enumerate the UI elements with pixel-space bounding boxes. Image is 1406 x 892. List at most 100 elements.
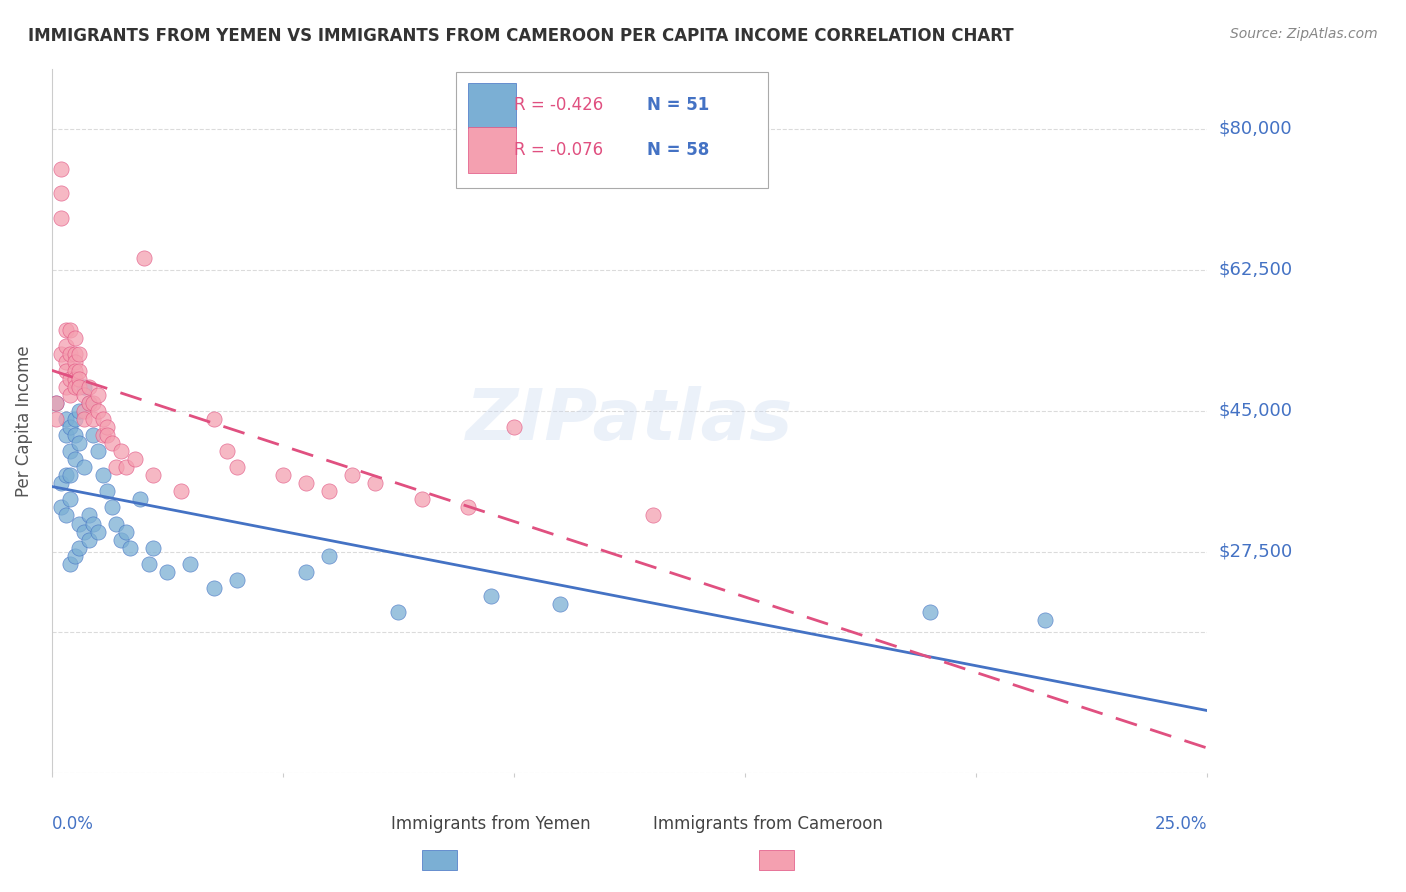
Point xyxy=(77,508,100,523)
Point xyxy=(77,379,100,393)
Point xyxy=(69,363,91,377)
Point xyxy=(55,468,77,483)
Point xyxy=(59,492,82,507)
Point xyxy=(124,452,146,467)
Point xyxy=(295,565,318,579)
Point xyxy=(411,492,433,507)
Point xyxy=(364,476,387,491)
Point xyxy=(87,404,110,418)
Text: N = 58: N = 58 xyxy=(647,141,709,159)
Text: Source: ZipAtlas.com: Source: ZipAtlas.com xyxy=(1230,27,1378,41)
Point xyxy=(69,541,91,555)
Point xyxy=(69,436,91,450)
Point xyxy=(170,484,193,499)
Point xyxy=(49,476,72,491)
Point xyxy=(63,363,86,377)
Point xyxy=(134,251,156,265)
Point xyxy=(82,412,104,426)
Point xyxy=(101,500,124,515)
Point xyxy=(55,412,77,426)
Point xyxy=(49,500,72,515)
Point xyxy=(59,557,82,571)
Point xyxy=(641,508,664,523)
Point xyxy=(69,379,91,393)
Point xyxy=(55,355,77,369)
Text: 25.0%: 25.0% xyxy=(1154,815,1208,833)
Point xyxy=(142,468,165,483)
Point xyxy=(387,605,409,619)
Point xyxy=(63,331,86,345)
Point xyxy=(105,516,128,531)
Point xyxy=(1035,613,1057,627)
Point xyxy=(318,484,340,499)
Point xyxy=(142,541,165,555)
Point xyxy=(91,468,114,483)
Point xyxy=(156,565,179,579)
Text: Immigrants from Yemen: Immigrants from Yemen xyxy=(391,815,591,833)
Text: 0.0%: 0.0% xyxy=(52,815,94,833)
Text: Immigrants from Cameroon: Immigrants from Cameroon xyxy=(654,815,883,833)
Point xyxy=(73,524,96,539)
Point xyxy=(69,371,91,385)
Point xyxy=(202,581,225,595)
Text: $27,500: $27,500 xyxy=(1219,542,1292,561)
Point xyxy=(479,589,502,603)
Point xyxy=(340,468,363,483)
Point xyxy=(63,379,86,393)
Text: N = 51: N = 51 xyxy=(647,96,709,114)
Point xyxy=(101,436,124,450)
Point xyxy=(87,444,110,458)
Point xyxy=(59,323,82,337)
FancyBboxPatch shape xyxy=(456,72,768,188)
Point xyxy=(105,460,128,475)
Point xyxy=(73,412,96,426)
Point xyxy=(225,573,247,587)
Point xyxy=(96,484,118,499)
Point xyxy=(114,460,136,475)
Point xyxy=(73,379,96,393)
Text: R = -0.076: R = -0.076 xyxy=(515,141,603,159)
Point xyxy=(77,395,100,409)
Point xyxy=(217,444,239,458)
Point xyxy=(82,516,104,531)
Point xyxy=(55,363,77,377)
Point xyxy=(63,452,86,467)
Point xyxy=(179,557,201,571)
Point xyxy=(55,339,77,353)
Y-axis label: Per Capita Income: Per Capita Income xyxy=(15,345,32,497)
Point xyxy=(128,492,150,507)
Point xyxy=(295,476,318,491)
Text: $62,500: $62,500 xyxy=(1219,260,1292,279)
Point xyxy=(91,428,114,442)
Point xyxy=(73,404,96,418)
Point xyxy=(55,323,77,337)
Point xyxy=(87,524,110,539)
Point xyxy=(73,387,96,401)
Point xyxy=(63,371,86,385)
Point xyxy=(59,387,82,401)
Point xyxy=(318,549,340,563)
Point xyxy=(49,211,72,225)
Point xyxy=(49,186,72,201)
Point xyxy=(87,387,110,401)
Point xyxy=(548,597,571,611)
Point xyxy=(77,533,100,547)
Point xyxy=(69,347,91,361)
Point xyxy=(110,444,132,458)
Text: R = -0.426: R = -0.426 xyxy=(515,96,603,114)
FancyBboxPatch shape xyxy=(468,127,516,173)
Point xyxy=(69,516,91,531)
Point xyxy=(225,460,247,475)
Point xyxy=(69,404,91,418)
Point xyxy=(202,412,225,426)
Text: ZIPatlas: ZIPatlas xyxy=(465,386,793,455)
Point xyxy=(63,412,86,426)
Text: $80,000: $80,000 xyxy=(1219,120,1292,138)
Point xyxy=(63,355,86,369)
Point xyxy=(271,468,294,483)
Point xyxy=(91,412,114,426)
Point xyxy=(457,500,479,515)
Point xyxy=(110,533,132,547)
Point xyxy=(49,162,72,177)
Point xyxy=(49,347,72,361)
